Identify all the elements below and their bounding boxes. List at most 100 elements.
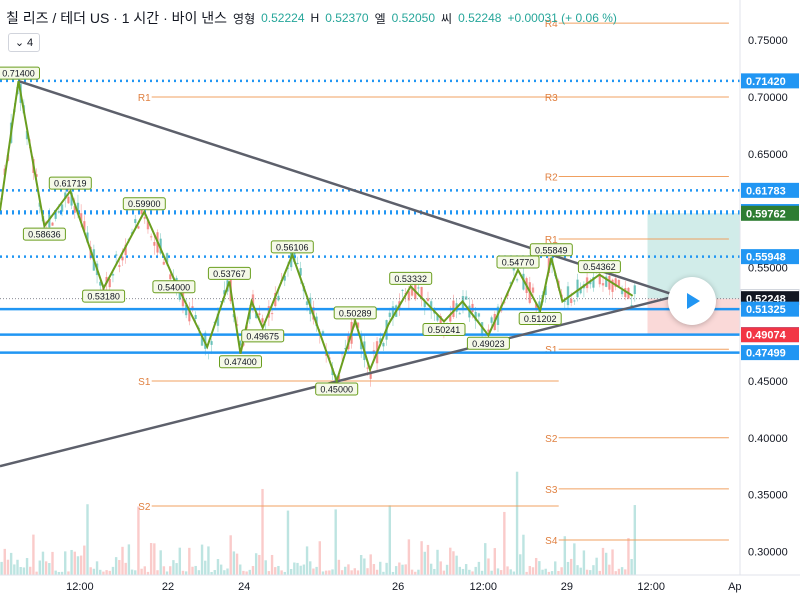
volume-bar [200,544,204,575]
volume-bar [280,570,283,575]
candle-body [299,268,302,276]
volume-bar [251,566,255,575]
volume-bar [191,566,194,575]
play-button[interactable] [668,277,716,325]
zigzag-label: 0.56106 [270,240,314,254]
candle-body [391,306,395,319]
volume-bar [604,552,608,575]
candle-body [544,285,547,296]
candle-body [579,287,582,294]
volume-bar [296,562,299,575]
volume-bar [235,553,239,575]
time-tick: 24 [238,581,250,593]
indicator-toggle[interactable]: ⌄ 4 [8,33,40,52]
volume-bar [92,568,96,575]
candle-body [566,286,570,306]
volume-bar [480,570,484,575]
candle-body [118,265,121,267]
volume-bar [560,567,563,575]
label-box [0,66,40,80]
volume-bar [436,549,439,575]
candle-body [153,242,156,246]
candle-body [573,300,576,302]
volume-bar [617,568,621,575]
price-tick: 0.40000 [748,433,788,445]
high-label: H [310,11,320,25]
candle-body [487,329,490,332]
zigzag-labels: 0.71400 0.58636 0.61719 0.53180 0.59900 0.540… [0,66,621,396]
price-tag-box [741,205,799,221]
volume-bar [519,554,522,575]
candle-body [83,221,86,231]
label-box [152,280,196,294]
volume-bar [51,551,54,575]
volume-bar [573,543,576,575]
zigzag-label: 0.51202 [518,312,562,326]
candle-body [134,219,137,223]
volume-bar [9,552,13,575]
open-value: 0.52224 [261,11,305,25]
price-tick: 0.35000 [748,490,788,502]
pivot-label-s2: S2 [138,502,151,513]
volume-bar [515,471,519,575]
volume-bar [178,547,181,575]
low-value: 0.52050 [391,11,436,25]
candle-body [633,285,637,295]
volume-bar [293,562,296,575]
label-box [422,322,466,336]
time-tick: 12:00 [637,581,665,593]
volume-bar [620,567,624,575]
label-box [315,382,359,396]
volume-bar [83,545,86,575]
volume-bar [165,571,169,575]
candle-body [429,301,433,311]
zigzag-label: 0.53332 [389,271,433,285]
candle-body [162,261,166,265]
volume-bar [13,564,16,575]
candle-body [76,202,80,215]
label-box [333,306,377,320]
pivot-lines: R1 S1 S2 R3 R2 R1 S1 S2 S3 S4 R4 [138,19,729,547]
volume-bar [207,546,210,575]
candle-body [563,300,567,302]
candle-body [458,313,461,315]
symbol-title[interactable]: 칠 리즈 / 테더 US · 1 시간 · 바이 낸스 [6,10,228,26]
volume-bar [595,557,598,575]
price-tag: 0.47499 [741,345,799,361]
candle-body [261,318,264,323]
time-axis[interactable]: 12:00 22 24 26 12:00 29 12:00 Ap [0,574,800,593]
pivot-label-s1: S1 [138,377,151,388]
candle-body [70,192,73,206]
volume-bar [172,560,175,575]
volume-bar [557,571,560,575]
candle-body [620,290,624,295]
candlesticks [0,81,637,388]
volume-bar [6,559,10,575]
volume-bar [582,550,586,575]
candle-body [366,367,369,369]
candle-body [401,289,404,291]
volume-bar [449,547,452,575]
candle-body [420,286,423,299]
candle-body [464,296,468,300]
label-text: 0.49023 [472,339,505,349]
volume-bar [223,570,226,575]
volume-bar [86,504,89,575]
zigzag-label: 0.54000 [152,280,196,294]
volume-bar [474,566,477,575]
volume-bar [388,505,391,575]
volume-bar [299,565,302,575]
volume-bar [512,571,516,575]
volume-bar [216,559,220,575]
zigzag-label: 0.54770 [496,255,540,269]
price-tag-box [741,327,799,343]
volume-bar [102,571,105,575]
pivot-label-r1: R1 [545,235,558,246]
candle-body [509,282,512,284]
candle-body [369,371,372,379]
volume-bar [394,566,398,575]
time-tick: 12:00 [66,581,94,593]
price-tag-text: 0.59762 [746,208,786,220]
price-axis[interactable]: 0.75000 0.70000 0.65000 0.55000 0.45000 0.400… [739,0,788,575]
